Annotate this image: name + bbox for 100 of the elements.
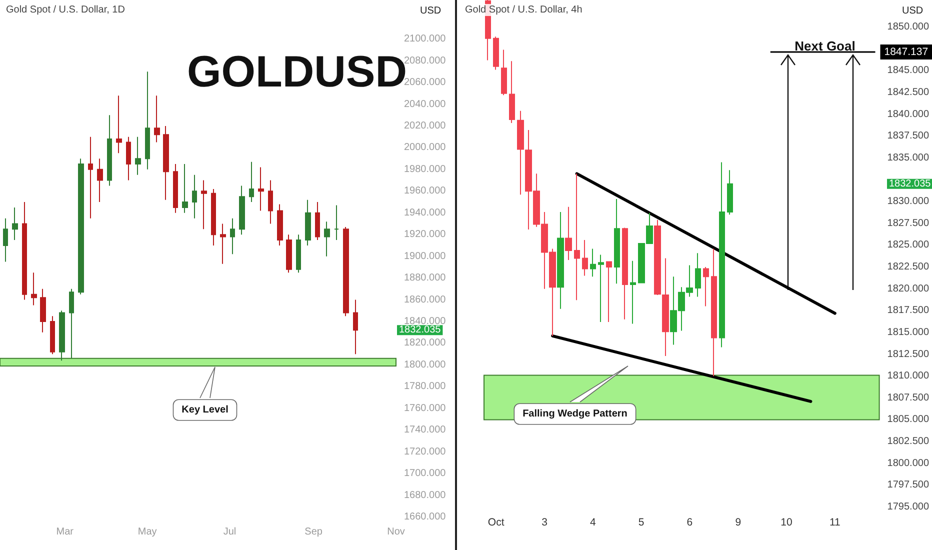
- candlestick: [630, 260, 636, 324]
- candlestick: [192, 174, 197, 219]
- candlestick: [211, 188, 216, 246]
- y-tick-label: 1900.000: [404, 250, 446, 262]
- candlestick: [268, 180, 273, 224]
- y-tick-label: 1797.500: [887, 480, 930, 491]
- candlestick: [12, 206, 18, 241]
- text: 1832.035: [889, 178, 932, 190]
- candlestick: [239, 185, 245, 236]
- candlestick: [78, 158, 84, 295]
- candlestick: [353, 299, 358, 355]
- ref-line-label: 1847.137: [884, 46, 928, 58]
- y-tick-label: 1822.500: [887, 262, 930, 273]
- candlestick: [286, 234, 292, 274]
- candlestick: [296, 234, 301, 274]
- y-tick-label: 1795.000: [887, 502, 930, 512]
- y-tick-label: 1820.000: [404, 338, 446, 349]
- candlestick: [31, 272, 37, 306]
- y-tick-label: 2040.000: [404, 98, 446, 110]
- y-tick-label: 1835.000: [887, 152, 930, 164]
- y-tick-label: 1700.000: [404, 468, 446, 480]
- y-axis-title: USD: [420, 6, 442, 16]
- y-tick-label: 1850.000: [887, 22, 930, 33]
- candlestick: [88, 136, 93, 219]
- y-tick-label: 1837.500: [887, 130, 930, 142]
- y-tick-label: 1812.500: [887, 348, 930, 360]
- y-tick-label: 1800.000: [887, 458, 930, 469]
- y-tick-label: 2100.000: [404, 34, 446, 45]
- candlestick: [163, 125, 169, 200]
- candlestick: [154, 95, 160, 143]
- y-tick-label: 1827.500: [887, 218, 930, 229]
- candlestick: [145, 71, 150, 170]
- text: 1832.035: [399, 324, 442, 336]
- text: GOLDUSD: [187, 48, 407, 96]
- y-tick-label: 1840.000: [887, 108, 930, 120]
- x-tick-label: May: [138, 526, 157, 538]
- candlestick: [582, 239, 588, 276]
- candlestick: [116, 95, 122, 154]
- x-tick-label: 5: [638, 516, 644, 528]
- candlestick: [654, 219, 661, 296]
- candlestick: [201, 180, 207, 230]
- candlestick: [557, 212, 564, 310]
- x-tick-label: 10: [780, 516, 793, 528]
- candlestick: [606, 261, 612, 322]
- candlestick: [590, 248, 596, 278]
- chart-subtitle: Gold Spot / U.S. Dollar, 1D: [6, 4, 125, 16]
- candlestick: [97, 158, 103, 203]
- y-tick-label: 1845.000: [887, 65, 930, 76]
- candlestick: [343, 226, 349, 317]
- chart-subtitle: Gold Spot / U.S. Dollar, 4h: [465, 4, 582, 16]
- y-tick-label: 1807.500: [887, 392, 930, 404]
- y-tick-label: 2000.000: [404, 142, 446, 154]
- x-tick-label: 3: [542, 516, 548, 528]
- candlestick: [305, 199, 311, 246]
- y-tick-label: 1880.000: [404, 272, 446, 284]
- x-tick-label: 6: [686, 516, 693, 528]
- y-tick-label: 1780.000: [404, 381, 446, 392]
- x-tick-label: 4: [590, 516, 596, 528]
- y-tick-label: 1980.000: [404, 164, 446, 175]
- y-axis-title: USD: [902, 6, 924, 16]
- candlestick: [50, 316, 55, 355]
- candlestick: [622, 227, 628, 320]
- annotation: Falling Wedge Pattern: [522, 408, 628, 420]
- candlestick: [324, 221, 330, 257]
- candlestick: [258, 166, 264, 212]
- candlestick: [574, 173, 580, 301]
- y-tick-label: 2020.000: [404, 120, 446, 132]
- candlestick: [126, 136, 131, 181]
- y-tick-label: 2080.000: [404, 55, 446, 66]
- y-tick-label: 2060.000: [404, 77, 446, 88]
- candlestick: [711, 248, 717, 377]
- y-tick-label: 1660.000: [404, 512, 446, 522]
- candlestick: [3, 218, 8, 262]
- candlestick: [22, 202, 27, 300]
- x-tick-label: Mar: [56, 526, 74, 538]
- candlestick: [59, 310, 65, 362]
- x-tick-label: Oct: [488, 516, 504, 528]
- x-tick-label: Nov: [387, 526, 405, 538]
- candlestick: [509, 60, 515, 124]
- y-tick-label: 1805.000: [887, 414, 930, 426]
- candlestick: [598, 254, 604, 322]
- y-tick-label: 1817.500: [887, 305, 930, 316]
- y-tick-label: 1940.000: [404, 207, 446, 218]
- candlestick: [173, 164, 178, 214]
- candlestick: [517, 110, 524, 196]
- candlestick: [315, 202, 320, 241]
- x-tick-label: Sep: [304, 526, 323, 538]
- annotation: Key Level: [182, 404, 229, 416]
- candlestick: [719, 162, 725, 348]
- candlestick: [249, 161, 254, 203]
- y-tick-label: 1840.000: [404, 316, 446, 327]
- candlestick: [662, 258, 669, 357]
- candlestick: [727, 170, 733, 216]
- y-tick-label: 1802.500: [887, 436, 930, 448]
- y-tick-label: 1920.000: [404, 229, 446, 240]
- candlestick: [493, 36, 499, 70]
- candlestick: [220, 223, 226, 264]
- candlestick: [614, 198, 620, 284]
- candlestick: [565, 206, 572, 261]
- y-tick-label: 1860.000: [404, 294, 446, 306]
